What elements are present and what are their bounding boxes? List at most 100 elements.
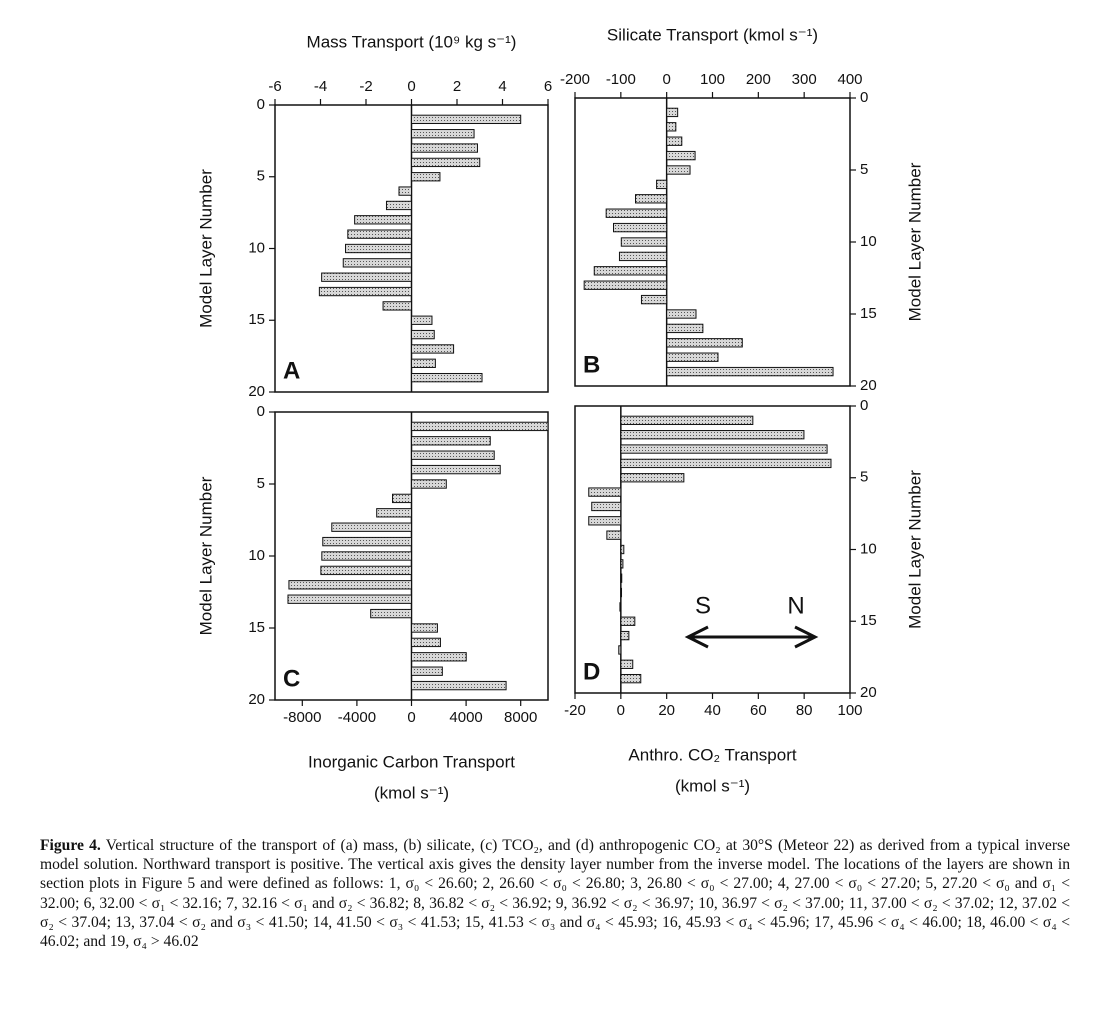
y-tick-label: 10 (248, 239, 265, 256)
panel-letter: A (283, 357, 300, 384)
y-axis-title: Model Layer Number (196, 476, 215, 635)
y-tick-label: 0 (860, 89, 868, 106)
caption-label: Figure 4. (40, 837, 101, 854)
y-tick-label: 5 (860, 161, 868, 178)
bar (385, 200, 413, 211)
bar (411, 666, 443, 676)
bar (666, 150, 696, 161)
bar (620, 573, 623, 583)
x-tick-label: -4000 (338, 709, 376, 726)
x-tick-label: 0 (407, 709, 415, 726)
y-tick-label: 15 (248, 311, 265, 328)
bar (620, 444, 828, 454)
bar (320, 565, 413, 576)
bar (605, 208, 668, 218)
x-tick-label: -2 (359, 78, 372, 95)
bar (606, 530, 622, 540)
bar (583, 280, 668, 290)
bar (620, 673, 642, 684)
bar (411, 450, 495, 460)
bar (640, 294, 668, 305)
caption: Figure 4. Vertical structure of the tran… (40, 836, 1070, 951)
bar (666, 338, 743, 348)
x-tick-label: 4000 (449, 709, 482, 726)
bar (411, 157, 481, 168)
bar (666, 136, 683, 146)
panel-letter: B (583, 351, 600, 378)
bar (620, 430, 805, 440)
bar (666, 352, 719, 362)
y-tick-label: 10 (860, 540, 877, 557)
bar (376, 508, 413, 518)
bar (666, 309, 697, 319)
panel-letter: C (283, 665, 300, 692)
y-tick-label: 20 (860, 684, 877, 701)
bar (321, 272, 413, 282)
bar (331, 522, 412, 532)
bar (287, 594, 412, 604)
x-tick-label: 400 (837, 71, 862, 88)
y-tick-label: 0 (257, 96, 265, 113)
arrow-head-right (794, 625, 819, 649)
bar (411, 479, 447, 489)
bar (591, 501, 622, 512)
bar (593, 266, 668, 276)
bar (620, 659, 634, 669)
bar (411, 421, 549, 432)
x-tick-label: 0 (407, 78, 415, 95)
bar (354, 215, 412, 225)
bar (411, 143, 478, 153)
x-tick-label: -20 (564, 702, 586, 719)
x-tick-label: -8000 (283, 709, 321, 726)
bar (411, 129, 475, 139)
y-tick-label: 20 (248, 691, 265, 708)
bar (411, 372, 483, 383)
y-tick-label: 15 (860, 305, 877, 322)
bar (411, 344, 455, 354)
x-tick-label: 4 (498, 78, 506, 95)
bar (411, 623, 438, 633)
bar (618, 251, 668, 262)
x-tick-label: 200 (746, 71, 771, 88)
bar (620, 630, 630, 641)
x-axis-title: Anthro. CO₂ Transport (628, 745, 796, 764)
bar (666, 107, 679, 118)
x-tick-label: -100 (606, 71, 636, 88)
bar (411, 652, 467, 662)
bar (345, 243, 412, 254)
y-tick-label: 10 (248, 547, 265, 564)
x-tick-label: -4 (314, 78, 327, 95)
bar (411, 436, 491, 446)
x-tick-label: 80 (796, 702, 813, 719)
x-tick-label: -200 (560, 71, 590, 88)
bar (588, 487, 622, 497)
x-tick-label: 100 (837, 702, 862, 719)
x-tick-label: 0 (662, 71, 670, 88)
y-axis-title: Model Layer Number (196, 169, 215, 328)
bar (620, 458, 832, 469)
bar (392, 493, 412, 504)
bar (666, 366, 834, 377)
bar (620, 473, 685, 483)
bar (620, 544, 625, 555)
y-axis-title: Model Layer Number (905, 162, 924, 321)
bar (411, 637, 441, 648)
x-tick-label: 40 (704, 702, 721, 719)
y-tick-label: 0 (257, 403, 265, 420)
x-tick-label: -6 (268, 78, 281, 95)
x-tick-label: 60 (750, 702, 767, 719)
bar (288, 580, 413, 590)
y-tick-label: 5 (257, 168, 265, 185)
bar (620, 587, 623, 598)
x-tick-label: 8000 (504, 709, 537, 726)
bar (666, 165, 691, 175)
bar (342, 258, 412, 268)
y-axis-title: Model Layer Number (905, 470, 924, 629)
bar (635, 194, 668, 204)
x-tick-label: 100 (700, 71, 725, 88)
x-axis-title: Inorganic Carbon Transport (308, 752, 515, 771)
bar (656, 179, 668, 190)
bar (613, 222, 668, 233)
x-tick-label: 2 (453, 78, 461, 95)
x-axis-title: Mass Transport (10⁹ kg s⁻¹) (307, 32, 517, 51)
